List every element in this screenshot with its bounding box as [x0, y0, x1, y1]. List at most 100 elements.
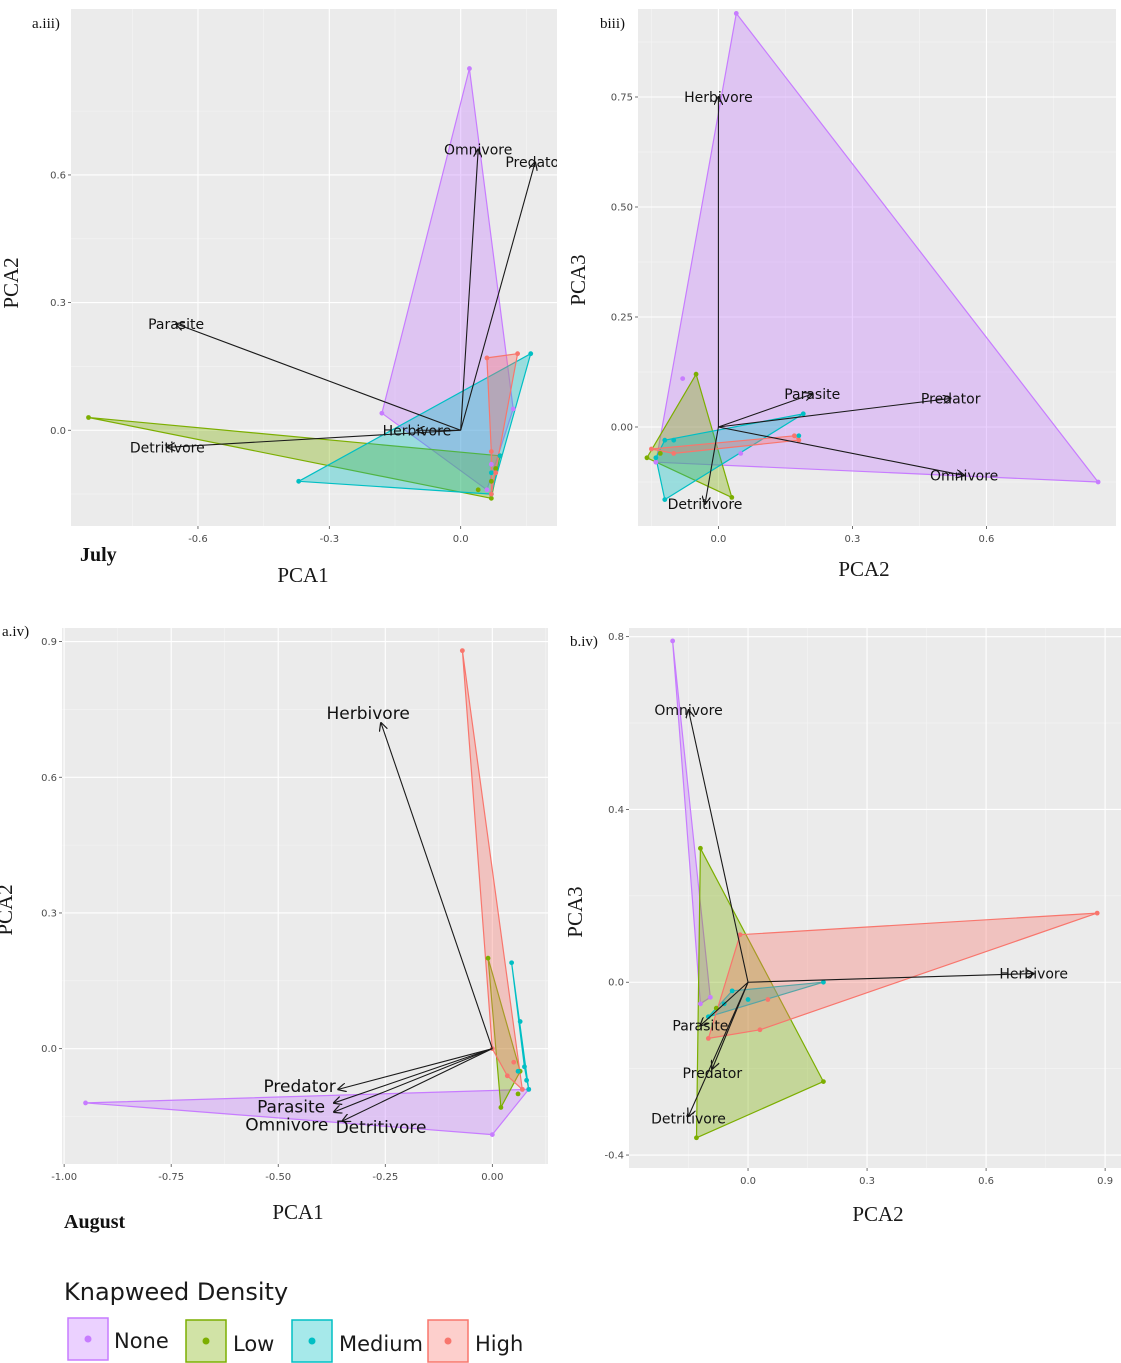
x-tick-label-a-iii: 0.0 — [453, 534, 469, 545]
point-low-biii — [657, 451, 663, 456]
loading-label-detritivore-biii: Detritivore — [668, 497, 743, 513]
legend-key-high — [427, 1319, 469, 1363]
loading-label-herbivore-a-iv: Herbivore — [327, 704, 410, 724]
legend-dot-high — [444, 1337, 452, 1345]
loading-label-detritivore-a-iii: Detritivore — [130, 440, 205, 456]
loading-arrow-omnivore-b-iv — [689, 710, 749, 983]
point-medium-a-iii — [488, 470, 494, 476]
point-none-a-iii — [510, 406, 516, 412]
loading-label-predator-biii: Predator — [921, 391, 981, 407]
point-high-biii — [791, 433, 797, 439]
panel-a-iv: a.iv) PCA2 PCA1 — [0, 624, 324, 1224]
point-medium-a-iii — [296, 478, 302, 484]
month-label-july: July — [80, 544, 117, 566]
point-medium-biii — [796, 433, 802, 439]
loading-label-omnivore-b-iv: Omnivore — [654, 703, 722, 719]
point-low-b-iv — [821, 1079, 826, 1084]
point-none-biii — [653, 459, 659, 465]
panel-b-iii: biii) PCA3 PCA2 — [566, 16, 890, 581]
plot-layer: -0.6 -0.3 0.00.00.30.6OmnivorePredatorPara… — [41, 9, 1121, 1187]
point-high-a-iv — [459, 648, 465, 654]
point-high-biii — [649, 446, 654, 452]
loading-arrow-parasite-biii — [718, 394, 812, 428]
x-axis-title-b-iii: PCA2 — [838, 557, 889, 581]
loading-arrow-predator-biii — [718, 398, 950, 428]
loading-arrow-detritivore-b-iv — [689, 982, 749, 1116]
point-high-a-iii — [493, 470, 499, 476]
point-medium-b-iv — [729, 988, 735, 994]
point-high-biii — [796, 437, 802, 443]
plot-background-a-iii — [71, 9, 557, 526]
loading-arrow-parasite-a-iii — [176, 324, 461, 431]
point-none-a-iv — [489, 1132, 495, 1137]
loading-arrow-detritivore-a-iv — [334, 1048, 493, 1112]
panel-tag-a-iv: a.iv) — [2, 624, 29, 640]
loading-arrow-detritivore-a-iii — [167, 429, 461, 447]
loading-label-parasite-a-iv: Parasite — [257, 1097, 325, 1117]
y-tick-label-biii: 0.50 — [611, 203, 633, 214]
legend-entry-low: Low — [185, 1319, 274, 1363]
point-low-biii — [729, 495, 735, 500]
point-low-b-iv — [698, 845, 703, 851]
loading-label-detritivore-a-iv: Detritivore — [336, 1118, 427, 1138]
y-tick-label-b-iv: -0.4 — [604, 1151, 624, 1162]
point-high-biii — [671, 451, 677, 456]
x-tick-label-b-iv: 0.3 — [859, 1176, 875, 1187]
x-tick-label-biii: 0.3 — [844, 534, 860, 545]
hull-none-biii — [655, 12, 1099, 483]
legend-dot-medium — [308, 1337, 316, 1345]
y-tick-label-a-iv: 0.0 — [41, 1044, 57, 1055]
legend-label-low: Low — [233, 1332, 274, 1356]
point-medium-a-iii — [497, 453, 503, 459]
point-low-a-iii — [493, 466, 499, 471]
y-tick-label-biii: 0.25 — [611, 313, 633, 324]
loading-label-herbivore-b-iv: Herbivore — [999, 967, 1068, 983]
point-medium-biii — [800, 411, 806, 417]
point-none-b-iv — [670, 638, 676, 644]
point-low-a-iv — [485, 955, 491, 961]
legend-entry-none: None — [67, 1317, 169, 1361]
point-high-b-iv — [737, 932, 743, 938]
loading-label-parasite-a-iii: Parasite — [148, 317, 204, 333]
y-axis-title-b-iii: PCA3 — [566, 254, 590, 305]
plot-background-b-iv — [629, 628, 1121, 1168]
x-tick-label-b-iv: 0.6 — [978, 1176, 994, 1187]
point-medium-a-iii — [528, 351, 534, 357]
point-none-a-iii — [467, 66, 472, 71]
y-tick-label-b-iv: 0.4 — [608, 805, 624, 816]
point-none-biii — [733, 11, 739, 16]
legend-dot-low — [202, 1337, 210, 1345]
loading-label-omnivore-a-iii: Omnivore — [444, 142, 512, 158]
legend: Knapweed Density None Low Medium High — [64, 1278, 523, 1363]
legend-label-high: High — [475, 1332, 523, 1356]
point-low-a-iii — [488, 495, 494, 501]
loading-arrow-omnivore-biii — [718, 426, 964, 475]
y-tick-label-biii: 0.00 — [611, 423, 633, 434]
x-axis-title-a-iv: PCA1 — [272, 1200, 323, 1224]
loading-label-parasite-biii: Parasite — [784, 387, 840, 403]
x-tick-label-a-iv: -1.00 — [51, 1172, 77, 1183]
loading-label-parasite-b-iv: Parasite — [672, 1018, 728, 1034]
point-medium-biii — [653, 455, 659, 461]
point-medium-biii — [662, 437, 668, 443]
loading-label-predator-a-iv: Predator — [263, 1077, 335, 1097]
point-medium-biii — [662, 497, 668, 502]
point-low-biii — [644, 455, 650, 461]
loading-arrow-predator-a-iv — [338, 1048, 493, 1090]
loading-arrow-omnivore-a-iii — [460, 149, 479, 431]
x-axis-title-b-iv: PCA2 — [852, 1202, 903, 1226]
point-low-a-iii — [86, 415, 91, 420]
y-tick-label-a-iii: 0.0 — [50, 426, 66, 437]
hull-low-a-iv — [487, 957, 521, 1109]
point-high-b-iv — [765, 997, 771, 1002]
point-medium-a-iv — [526, 1086, 532, 1092]
plot-a-iv: -1.00 -0.75 -0.50 -0.25 0.00 0.0 0.3 0.6 0.9 Herb… — [41, 628, 548, 1183]
loading-label-detritivore-b-iv: Detritivore — [651, 1111, 726, 1127]
point-none-biii — [1095, 479, 1101, 485]
x-tick-label-b-iv: 0.0 — [740, 1176, 756, 1187]
point-medium-a-iv — [515, 1068, 521, 1074]
point-none-b-iv — [698, 1001, 703, 1007]
x-axis-title-a-iii: PCA1 — [277, 563, 328, 587]
